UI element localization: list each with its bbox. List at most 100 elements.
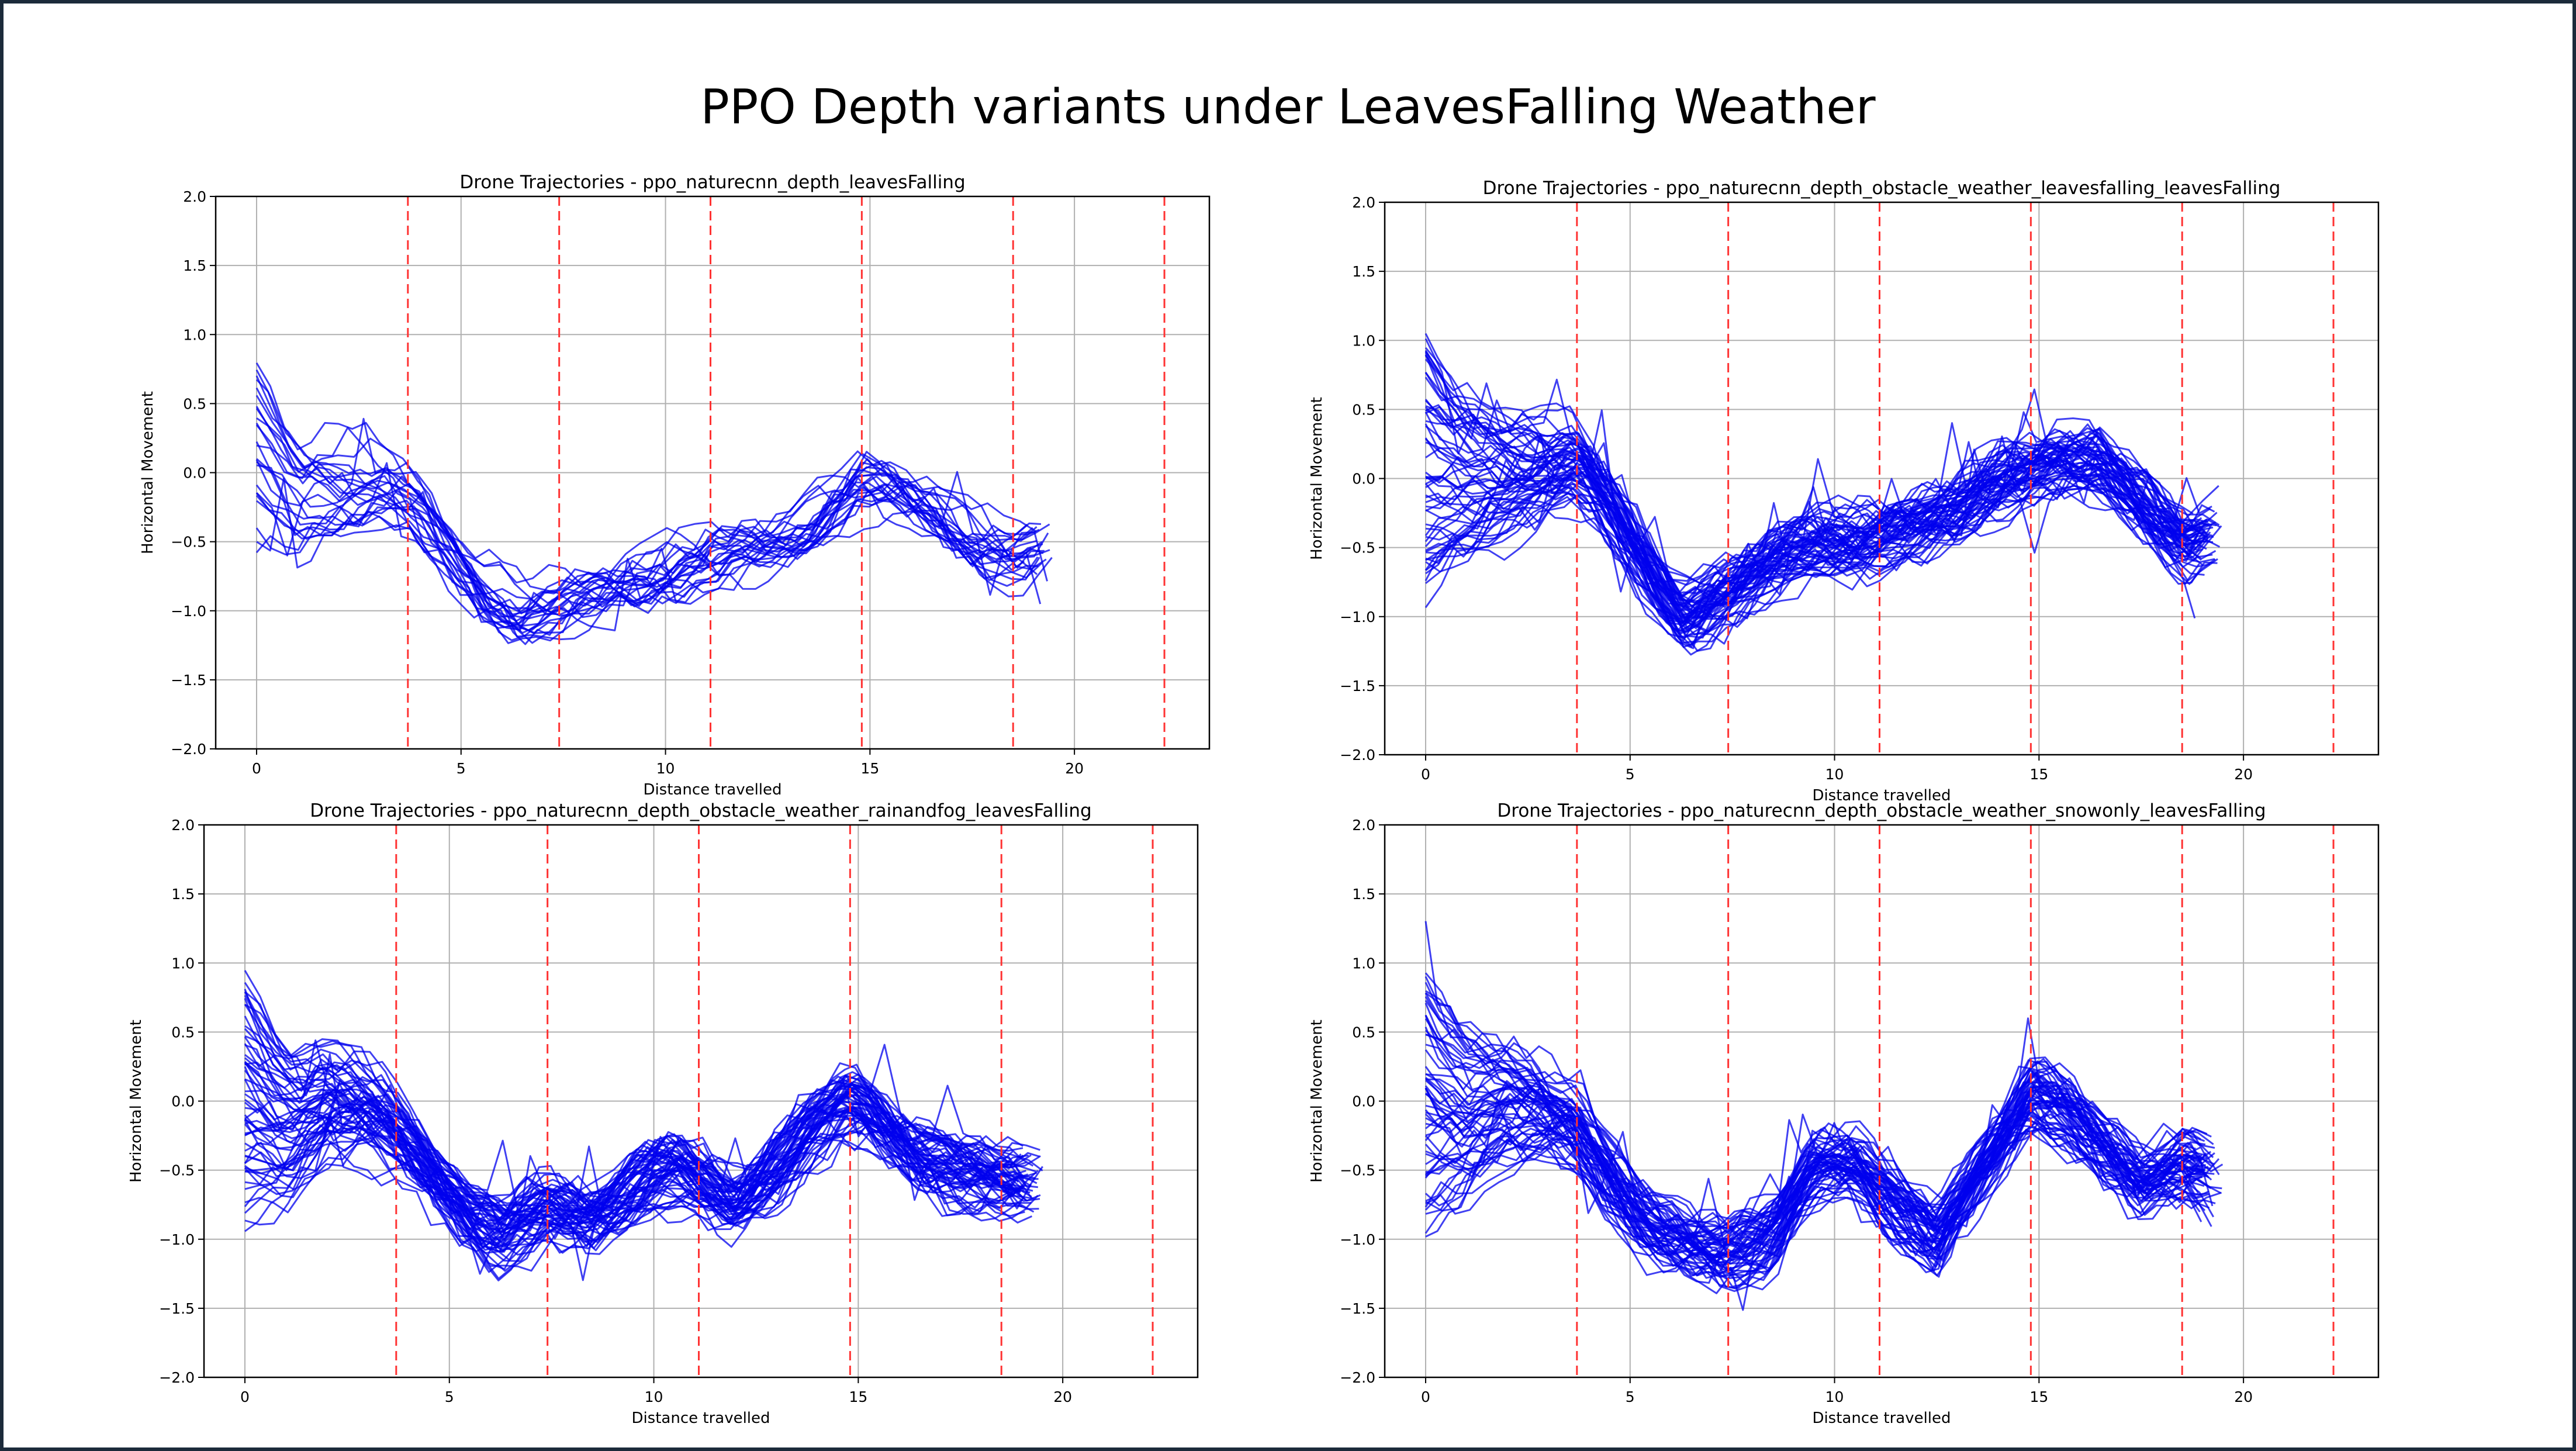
- y-tick-label: −1.0: [159, 1231, 195, 1248]
- trajectory-line: [1424, 1110, 2205, 1277]
- x-tick-label: 0: [240, 1388, 250, 1405]
- x-tick-label: 0: [1421, 766, 1430, 783]
- y-tick-label: −1.0: [1340, 609, 1375, 626]
- trajectory-line: [255, 406, 1042, 634]
- trajectory-line: [244, 1106, 1024, 1255]
- trajectory-line: [1424, 1029, 2222, 1259]
- y-tick-label: −1.5: [159, 1300, 195, 1317]
- trajectory-line: [255, 481, 1044, 631]
- trajectory-line: [244, 1079, 1013, 1225]
- trajectory-line: [244, 1015, 1039, 1261]
- x-axis-label: Distance travelled: [1812, 787, 1951, 804]
- trajectory-line: [244, 1054, 1014, 1242]
- y-tick-label: 1.0: [1352, 332, 1375, 349]
- trajectory-group: [1424, 921, 2224, 1311]
- y-tick-label: −2.0: [171, 741, 206, 758]
- y-axis-label: Horizontal Movement: [1308, 397, 1326, 560]
- trajectory-line: [1425, 450, 2199, 607]
- chart-panel-bottom-left: Drone Trajectories - ppo_naturecnn_depth…: [127, 800, 1199, 1427]
- y-tick-label: 0.0: [1352, 471, 1375, 488]
- y-tick-label: 1.0: [183, 326, 206, 343]
- y-axis-label: Horizontal Movement: [127, 1020, 145, 1183]
- trajectory-line: [1425, 1034, 2201, 1253]
- trajectory-line: [244, 1101, 1033, 1240]
- x-tick-label: 10: [1825, 1388, 1844, 1405]
- trajectory-line: [1425, 1125, 2210, 1290]
- trajectory-line: [244, 998, 1032, 1252]
- trajectory-line: [1424, 982, 2207, 1252]
- trajectory-line: [1425, 992, 2220, 1234]
- y-tick-label: 0.5: [1352, 1024, 1375, 1041]
- trajectory-line: [244, 994, 1019, 1213]
- trajectory-line: [1424, 1091, 2220, 1311]
- x-tick-label: 5: [457, 760, 466, 777]
- y-tick-label: 2.0: [183, 188, 206, 205]
- y-tick-label: −1.5: [1340, 1300, 1375, 1317]
- y-tick-label: 1.5: [1352, 263, 1375, 280]
- chart-panel-bottom-right: Drone Trajectories - ppo_naturecnn_depth…: [1308, 800, 2380, 1427]
- x-axis-label: Distance travelled: [631, 1409, 770, 1427]
- trajectory-group: [244, 970, 1043, 1281]
- chart-title: Drone Trajectories - ppo_naturecnn_depth…: [1497, 800, 2266, 821]
- y-tick-label: 2.0: [1352, 194, 1375, 211]
- trajectory-line: [256, 461, 1050, 614]
- x-tick-label: 10: [1825, 766, 1844, 783]
- x-tick-label: 5: [1626, 766, 1635, 783]
- y-axis-label: Horizontal Movement: [139, 391, 157, 554]
- trajectory-line: [1424, 354, 2202, 610]
- trajectory-line: [1425, 484, 2218, 635]
- x-tick-label: 10: [645, 1388, 663, 1405]
- y-tick-label: 0.0: [1352, 1093, 1375, 1110]
- x-tick-label: 15: [849, 1388, 867, 1405]
- y-tick-label: 1.0: [1352, 955, 1375, 972]
- trajectory-line: [1424, 468, 2203, 639]
- y-tick-label: −2.0: [1340, 747, 1375, 763]
- trajectory-line: [256, 496, 1040, 644]
- slide-title: PPO Depth variants under LeavesFalling W…: [700, 80, 1876, 135]
- trajectory-line: [1424, 1088, 2210, 1283]
- trajectory-line: [244, 1090, 1025, 1224]
- trajectory-line: [1425, 441, 2208, 633]
- trajectory-line: [255, 362, 1050, 607]
- trajectory-line: [1425, 1066, 2209, 1255]
- trajectory-line: [1424, 333, 2207, 595]
- trajectory-line: [1425, 990, 2206, 1235]
- y-tick-label: 1.5: [1352, 886, 1375, 903]
- y-tick-label: −0.5: [1340, 1162, 1375, 1179]
- trajectory-line: [1425, 475, 2207, 639]
- y-tick-label: −1.5: [171, 672, 206, 689]
- y-tick-label: −2.0: [1340, 1369, 1375, 1386]
- trajectory-group: [255, 362, 1053, 645]
- y-tick-label: −1.0: [1340, 1231, 1375, 1248]
- chart-title: Drone Trajectories - ppo_naturecnn_depth…: [1483, 178, 2281, 199]
- x-tick-label: 20: [2234, 1388, 2253, 1405]
- y-tick-label: −0.5: [171, 534, 206, 551]
- y-tick-label: −2.0: [159, 1369, 195, 1386]
- chart-title: Drone Trajectories - ppo_naturecnn_depth…: [459, 172, 965, 193]
- y-tick-label: 1.5: [171, 886, 195, 903]
- y-tick-label: −1.5: [1340, 678, 1375, 695]
- y-tick-label: 0.0: [171, 1093, 195, 1110]
- trajectory-line: [1424, 1062, 2208, 1242]
- y-tick-label: −1.0: [171, 603, 206, 620]
- x-tick-label: 5: [1626, 1388, 1635, 1405]
- y-tick-label: 1.5: [183, 257, 206, 274]
- y-tick-label: 0.5: [171, 1024, 195, 1041]
- x-axis-label: Distance travelled: [1812, 1409, 1951, 1427]
- chart-panel-top-left: Drone Trajectories - ppo_naturecnn_depth…: [139, 172, 1211, 799]
- y-axis-label: Horizontal Movement: [1308, 1020, 1326, 1183]
- trajectory-line: [1425, 1094, 2206, 1265]
- y-tick-label: 0.5: [1352, 401, 1375, 418]
- x-tick-label: 20: [1065, 760, 1084, 777]
- x-tick-label: 15: [860, 760, 879, 777]
- y-tick-label: −0.5: [1340, 540, 1375, 557]
- trajectory-line: [256, 458, 1048, 641]
- trajectory-line: [1424, 972, 2202, 1243]
- x-tick-label: 0: [252, 760, 261, 777]
- trajectory-line: [1425, 1060, 2205, 1241]
- x-tick-label: 10: [656, 760, 675, 777]
- y-tick-label: −0.5: [159, 1162, 195, 1179]
- trajectory-line: [255, 459, 1053, 641]
- trajectory-line: [244, 1113, 1028, 1248]
